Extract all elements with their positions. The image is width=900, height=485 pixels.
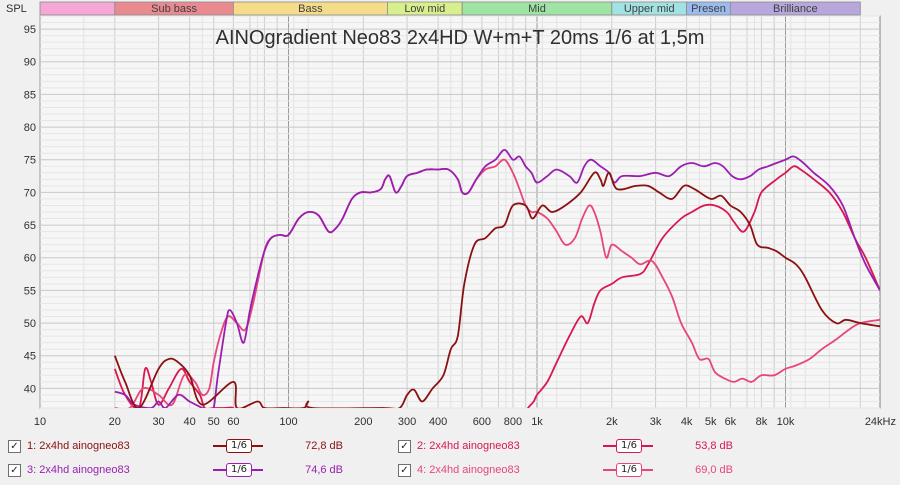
- x-tick-label: 24kHz: [865, 416, 896, 428]
- series-2-smoothing-swatch[interactable]: 1/6: [603, 439, 653, 453]
- series-line-2: [113, 165, 880, 408]
- x-tick-label: 800: [504, 416, 522, 428]
- band-label-4: Mid: [528, 3, 546, 15]
- series-3-smoothing-swatch[interactable]: 1/6: [213, 463, 263, 477]
- band-0: [39, 1, 116, 16]
- y-tick-label: 55: [24, 285, 36, 297]
- series-4-checkbox[interactable]: ✓: [398, 463, 411, 477]
- series-4-level: 69,0 dB: [695, 464, 733, 476]
- frequency-response-chart: Sub bass Bass Low mid Mid Upper mid Presen Bri…: [0, 0, 900, 430]
- x-tick-label: 8k: [756, 416, 768, 428]
- band-7: [729, 1, 861, 16]
- x-tick-label: 6k: [725, 416, 737, 428]
- x-tick-label: 600: [473, 416, 491, 428]
- y-tick-label: 45: [24, 351, 36, 363]
- x-tick-label: 200: [354, 416, 372, 428]
- series-3-smoothing: 1/6: [226, 463, 252, 477]
- y-tick-label: 60: [24, 253, 36, 265]
- y-tick-label: 95: [24, 24, 36, 36]
- y-tick-label: 85: [24, 89, 36, 101]
- y-tick-label: 80: [24, 122, 36, 134]
- band-label-5: Upper mid: [624, 3, 675, 15]
- y-tick-label: 75: [24, 155, 36, 167]
- series-3-level: 74,6 dB: [305, 464, 343, 476]
- series-4-smoothing: 1/6: [616, 463, 642, 477]
- legend: ✓ 1: 2x4hd ainogneo83 1/6 72,8 dB ✓ 2: 2…: [0, 430, 900, 485]
- series-1-label: 1: 2x4hd ainogneo83: [27, 440, 130, 452]
- series-2-smoothing: 1/6: [616, 439, 642, 453]
- series-4-smoothing-swatch[interactable]: 1/6: [603, 463, 653, 477]
- x-tick-label: 300: [398, 416, 416, 428]
- series-2-label: 2: 2x4hd ainogneo83: [417, 440, 520, 452]
- band-label-1: Sub bass: [151, 3, 197, 15]
- y-tick-label: 40: [24, 383, 36, 395]
- x-tick-label: 10k: [777, 416, 795, 428]
- series-line-3: [114, 149, 880, 408]
- x-tick-label: 50: [208, 416, 220, 428]
- series-2-level: 53,8 dB: [695, 440, 733, 452]
- y-tick-label: 65: [24, 220, 36, 232]
- x-tick-label: 20: [109, 416, 121, 428]
- band-label-7: Brilliance: [773, 3, 818, 15]
- legend-row-4: ✓ 4: 2x4hd ainogneo83 1/6 69,0 dB: [398, 460, 733, 480]
- series-lines: [113, 149, 880, 408]
- series-1-level: 72,8 dB: [305, 440, 343, 452]
- band-label-6: Presen: [691, 3, 726, 15]
- x-tick-label: 5k: [705, 416, 717, 428]
- series-2-checkbox[interactable]: ✓: [398, 439, 411, 453]
- series-1-checkbox[interactable]: ✓: [8, 439, 21, 453]
- series-line-4: [114, 158, 880, 408]
- x-tick-label: 1k: [531, 416, 543, 428]
- x-tick-label: 400: [429, 416, 447, 428]
- y-tick-label: 90: [24, 57, 36, 69]
- band-label-3: Low mid: [404, 3, 445, 15]
- legend-row-1: ✓ 1: 2x4hd ainogneo83 1/6 72,8 dB: [8, 436, 343, 456]
- series-4-label: 4: 2x4hd ainogneo83: [417, 464, 520, 476]
- series-1-smoothing-swatch[interactable]: 1/6: [213, 439, 263, 453]
- x-tick-label: 60: [227, 416, 239, 428]
- x-tick-label: 100: [279, 416, 297, 428]
- series-3-checkbox[interactable]: ✓: [8, 463, 21, 477]
- chart-title: AINOgradient Neo83 2x4HD W+m+T 20ms 1/6 …: [216, 27, 705, 49]
- series-line-1: [113, 171, 880, 408]
- y-tick-label: 70: [24, 187, 36, 199]
- legend-row-2: ✓ 2: 2x4hd ainogneo83 1/6 53,8 dB: [398, 436, 733, 456]
- x-tick-label: 30: [152, 416, 164, 428]
- y-axis-label: SPL: [6, 3, 27, 15]
- frequency-bands: Sub bass Bass Low mid Mid Upper mid Presen Bri…: [39, 1, 861, 16]
- y-tick-label: 50: [24, 318, 36, 330]
- y-axis-ticks: 40 45 50 55 60 65 70 75 80 85 90 95: [24, 24, 36, 395]
- x-axis-ticks: 10 20 30 40 50 60 100 200 300 400 600 800 1k 2k 3k 4k 5k…: [34, 416, 896, 428]
- x-tick-label: 3k: [650, 416, 662, 428]
- x-tick-label: 40: [183, 416, 195, 428]
- x-tick-label: 4k: [681, 416, 693, 428]
- x-tick-label: 2k: [606, 416, 618, 428]
- band-label-2: Bass: [298, 3, 323, 15]
- series-3-label: 3: 2x4hd ainogneo83: [27, 464, 130, 476]
- x-tick-label: 10: [34, 416, 46, 428]
- series-1-smoothing: 1/6: [226, 439, 252, 453]
- legend-row-3: ✓ 3: 2x4hd ainogneo83 1/6 74,6 dB: [8, 460, 343, 480]
